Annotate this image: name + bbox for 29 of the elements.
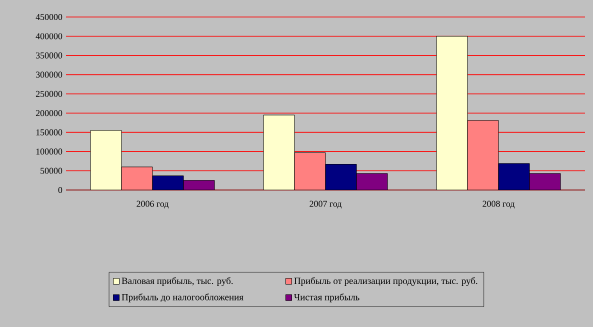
legend-label: Валовая прибыль, тыс. руб.	[122, 277, 233, 286]
y-tick-label: 350000	[36, 52, 62, 58]
y-tick-label: 450000	[36, 14, 62, 20]
x-tick-label: 2006 год	[136, 200, 169, 208]
y-tick-label: 250000	[36, 90, 62, 97]
y-tick-label: 150000	[36, 129, 62, 136]
bar	[294, 152, 326, 190]
y-tick-label: 0	[58, 186, 62, 194]
y-tick-label: 200000	[36, 110, 62, 116]
y-tick-label: 300000	[36, 72, 62, 78]
x-tick-label: 2008 год	[482, 200, 515, 208]
bar	[90, 130, 122, 190]
bar	[467, 120, 499, 190]
y-tick-label: 50000	[40, 168, 62, 174]
bar	[184, 180, 214, 190]
y-tick-label: 100000	[36, 148, 62, 155]
x-tick-label: 2007 год	[310, 200, 342, 208]
legend-label: Чистая прибыль	[294, 293, 360, 302]
bar	[152, 176, 184, 190]
legend-label: Прибыль от реализации продукции, тыс. руб.	[294, 277, 478, 286]
bar	[122, 166, 152, 190]
legend-label: Прибыль до налогообложения	[122, 293, 244, 302]
bar	[498, 163, 530, 190]
bar	[529, 173, 561, 190]
bar	[356, 173, 388, 190]
y-tick-label: 400000	[36, 33, 62, 40]
bar	[326, 164, 357, 190]
bar	[264, 115, 294, 190]
bar	[436, 36, 468, 190]
